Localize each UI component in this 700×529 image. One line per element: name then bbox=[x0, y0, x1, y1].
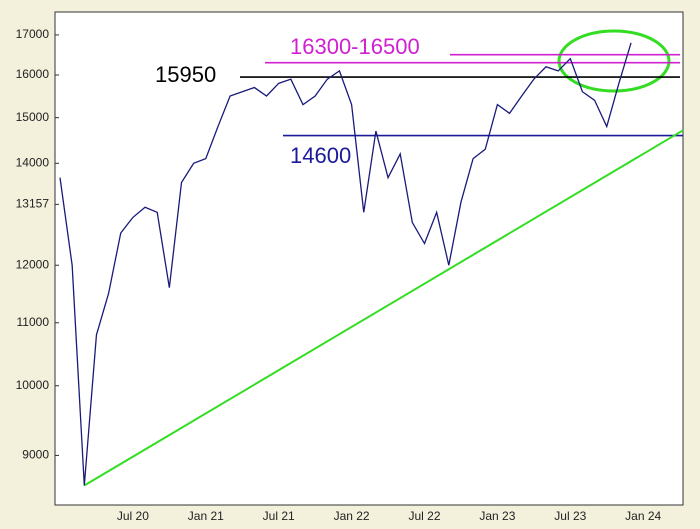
x-tick-label: Jul 21 bbox=[263, 509, 295, 523]
trendline bbox=[83, 129, 684, 487]
price-line bbox=[59, 42, 632, 486]
x-tick-label: Jan 22 bbox=[334, 509, 370, 523]
y-tick-label: 10000 bbox=[16, 378, 50, 392]
highlight-ellipse bbox=[557, 29, 671, 93]
level-label: 14600 bbox=[290, 143, 351, 168]
level-label: 15950 bbox=[155, 62, 216, 87]
x-tick-label: Jan 23 bbox=[479, 509, 515, 523]
level-label: 16300-16500 bbox=[290, 34, 420, 59]
x-tick-label: Jan 21 bbox=[188, 509, 224, 523]
y-tick-label: 11000 bbox=[17, 315, 50, 329]
y-tick-label: 17000 bbox=[16, 27, 50, 41]
y-tick-label: 16000 bbox=[16, 67, 50, 81]
x-tick-label: Jul 23 bbox=[554, 509, 586, 523]
x-tick-label: Jul 20 bbox=[117, 509, 149, 523]
y-tick-label: 9000 bbox=[22, 448, 49, 462]
x-tick-label: Jul 22 bbox=[408, 509, 440, 523]
y-tick-label: 13157 bbox=[16, 197, 50, 211]
plot-area bbox=[54, 11, 684, 506]
y-tick-label: 15000 bbox=[16, 110, 50, 124]
x-tick-label: Jan 24 bbox=[625, 509, 661, 523]
y-tick-label: 14000 bbox=[16, 155, 50, 169]
y-tick-label: 12000 bbox=[16, 257, 50, 271]
